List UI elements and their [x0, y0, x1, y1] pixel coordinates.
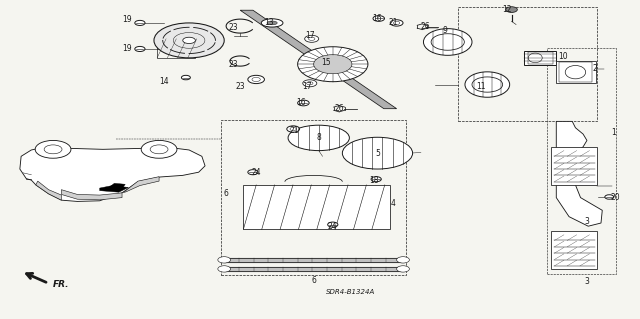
Bar: [524, 51, 556, 65]
Text: 11: 11: [476, 82, 486, 91]
Circle shape: [605, 195, 614, 199]
Ellipse shape: [261, 19, 283, 27]
Text: 3: 3: [584, 217, 589, 226]
Text: 26: 26: [420, 22, 430, 31]
Text: 23: 23: [229, 60, 239, 69]
Text: 5: 5: [375, 149, 380, 158]
Circle shape: [298, 47, 368, 82]
Text: FR.: FR.: [53, 280, 70, 289]
Bar: [243, 185, 390, 229]
Text: 13: 13: [264, 18, 274, 27]
Ellipse shape: [424, 29, 472, 55]
Circle shape: [248, 170, 258, 175]
Ellipse shape: [288, 125, 349, 151]
Text: 16: 16: [296, 98, 306, 107]
Text: 6: 6: [224, 189, 228, 198]
Text: 3: 3: [584, 277, 589, 286]
Text: 14: 14: [159, 77, 168, 86]
Bar: [547, 48, 616, 274]
Text: 16: 16: [372, 14, 382, 23]
Circle shape: [371, 177, 381, 182]
Text: 17: 17: [306, 31, 316, 40]
Polygon shape: [556, 122, 602, 226]
Ellipse shape: [506, 7, 517, 12]
Ellipse shape: [267, 21, 277, 25]
Circle shape: [287, 126, 300, 132]
Polygon shape: [36, 181, 61, 200]
Bar: [559, 62, 592, 82]
Polygon shape: [109, 183, 125, 189]
Polygon shape: [100, 186, 129, 192]
Circle shape: [218, 266, 230, 272]
Text: 4: 4: [391, 199, 396, 208]
Text: 18: 18: [369, 176, 378, 185]
Text: 15: 15: [321, 58, 331, 67]
Circle shape: [397, 257, 410, 263]
Circle shape: [373, 16, 385, 21]
Text: 24: 24: [328, 222, 337, 231]
Circle shape: [298, 100, 309, 106]
Text: 17: 17: [303, 82, 312, 91]
Circle shape: [248, 75, 264, 84]
Text: 2: 2: [592, 64, 597, 73]
Polygon shape: [124, 177, 159, 193]
Text: 6: 6: [311, 276, 316, 285]
Text: SDR4-B1324A: SDR4-B1324A: [326, 289, 375, 295]
Text: 10: 10: [558, 52, 568, 61]
Ellipse shape: [305, 35, 319, 42]
Circle shape: [35, 140, 71, 158]
Text: 19: 19: [122, 15, 132, 24]
Ellipse shape: [465, 72, 509, 97]
Bar: [551, 147, 597, 185]
Bar: [527, 52, 553, 63]
Text: 1: 1: [611, 128, 616, 137]
Text: 21: 21: [388, 19, 397, 27]
Polygon shape: [61, 190, 122, 200]
Circle shape: [181, 75, 190, 80]
Text: 12: 12: [502, 5, 512, 14]
Bar: [157, 39, 195, 58]
Bar: [556, 61, 596, 83]
Ellipse shape: [342, 137, 413, 169]
Text: 20: 20: [610, 193, 620, 202]
Text: 23: 23: [236, 82, 245, 91]
Polygon shape: [240, 10, 397, 109]
Bar: [221, 120, 406, 275]
Text: 24: 24: [252, 168, 261, 177]
Circle shape: [328, 222, 338, 227]
Polygon shape: [20, 147, 205, 201]
Text: 23: 23: [229, 23, 239, 32]
Text: 8: 8: [316, 133, 321, 142]
Circle shape: [218, 257, 230, 263]
Circle shape: [183, 37, 195, 43]
Circle shape: [135, 20, 145, 26]
Circle shape: [397, 266, 410, 272]
Circle shape: [135, 47, 145, 51]
Bar: [551, 231, 597, 269]
Circle shape: [314, 55, 352, 74]
Text: 19: 19: [122, 44, 132, 53]
Circle shape: [154, 23, 224, 58]
Text: 21: 21: [290, 126, 300, 135]
Circle shape: [141, 140, 177, 158]
Text: 26: 26: [334, 104, 344, 113]
Text: 9: 9: [442, 26, 447, 35]
Bar: [458, 7, 597, 122]
Circle shape: [390, 20, 403, 26]
Ellipse shape: [303, 80, 317, 87]
